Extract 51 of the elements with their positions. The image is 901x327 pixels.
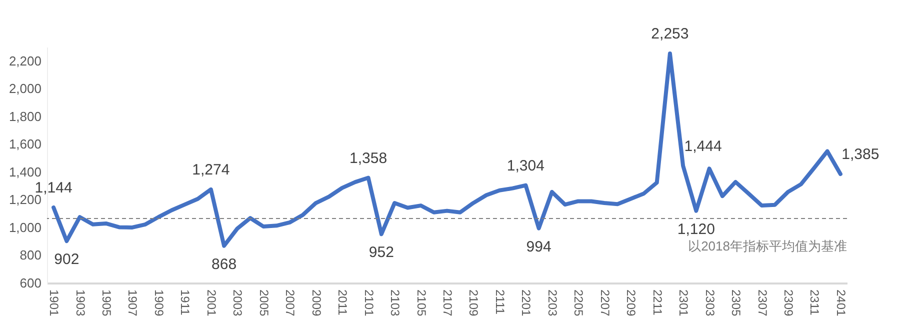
- x-tick-label: 2101: [362, 290, 376, 317]
- x-tick-label: 2311: [808, 290, 822, 316]
- y-tick-label: 1,400: [8, 164, 42, 180]
- x-tick-label: 1901: [47, 290, 62, 317]
- y-tick-label: 2,200: [8, 53, 42, 68]
- x-tick-label: 2201: [519, 290, 534, 317]
- x-tick-label: 2103: [388, 290, 402, 317]
- x-tick-label: 2011: [336, 290, 350, 316]
- data-label: 1,385: [842, 146, 880, 164]
- x-tick-label: 2003: [230, 290, 245, 317]
- x-tick-label: 2301: [676, 290, 691, 317]
- data-label: 902: [54, 251, 80, 268]
- x-tick-label: 2107: [440, 290, 454, 317]
- data-label: 952: [368, 244, 394, 262]
- x-tick-label: 2205: [572, 290, 586, 317]
- x-tick-label: 1903: [73, 290, 88, 317]
- x-tick-label: 2105: [414, 290, 428, 317]
- data-label: 1,120: [677, 220, 715, 238]
- x-tick-label: 2203: [545, 290, 560, 317]
- x-tick-label: 2401: [834, 290, 848, 317]
- data-label: 1,444: [684, 138, 722, 155]
- data-label: 994: [526, 238, 552, 256]
- x-tick-label: 2209: [624, 290, 638, 317]
- data-label: 1,274: [192, 161, 230, 178]
- y-tick-label: 1,800: [8, 108, 42, 124]
- x-tick-label: 2309: [781, 290, 796, 317]
- x-tick-label: 1911: [178, 290, 192, 316]
- x-tick-label: 2207: [598, 290, 612, 317]
- x-tick-label: 2211: [650, 290, 664, 316]
- data-label: 2,253: [651, 26, 689, 43]
- y-tick-label: 1,000: [8, 220, 42, 235]
- x-tick-label: 2305: [729, 290, 744, 317]
- data-label: 868: [212, 256, 237, 273]
- x-tick-label: 1909: [152, 290, 166, 317]
- y-tick-label: 2,000: [8, 81, 42, 96]
- data-label: 1,358: [350, 150, 388, 167]
- x-tick-label: 2307: [755, 290, 770, 317]
- x-tick-label: 2001: [204, 290, 218, 317]
- x-tick-label: 2009: [309, 290, 324, 317]
- y-tick-label: 800: [20, 248, 42, 263]
- y-tick-label: 600: [20, 276, 42, 290]
- y-tick-label: 1,600: [8, 136, 42, 152]
- x-tick-label: 2005: [256, 290, 271, 317]
- x-tick-label: 2303: [702, 290, 717, 317]
- x-tick-label: 2109: [466, 290, 481, 317]
- data-label: 1,304: [506, 157, 544, 174]
- x-tick-label: 2007: [283, 290, 298, 317]
- ref-line-label: 以2018年指标平均值为基准: [688, 238, 847, 254]
- x-tick-label: 1907: [126, 290, 140, 317]
- x-tick-label: 1905: [100, 290, 114, 317]
- x-tick-label: 2111: [492, 290, 507, 315]
